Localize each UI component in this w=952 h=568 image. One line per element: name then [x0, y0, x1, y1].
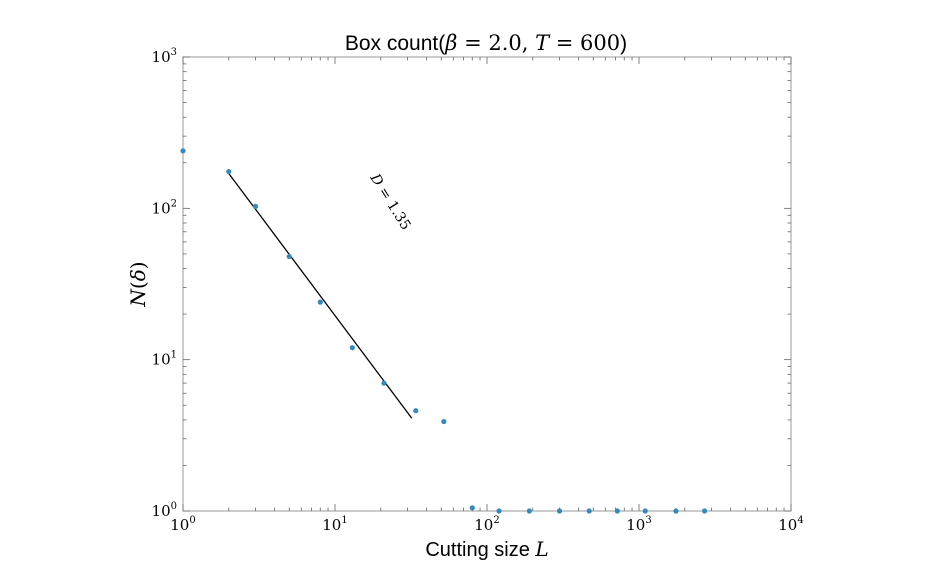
y-tick-label-base: 10 [152, 199, 171, 217]
data-point [349, 345, 355, 351]
y-tick-label-exponent: 1 [171, 350, 177, 361]
y-axis-label-delta: δ [126, 269, 150, 281]
y-tick-label-exponent: 2 [171, 198, 177, 209]
fit-line [228, 173, 413, 419]
data-point [526, 508, 532, 514]
x-axis-label-var: L [534, 537, 548, 561]
y-tick-label: 103 [152, 47, 177, 66]
data-point [673, 508, 679, 514]
data-point [381, 380, 387, 386]
y-tick-label-exponent: 0 [171, 501, 177, 512]
slope-annotation-value: = 1.35 [373, 181, 414, 233]
y-axis-label-close: ) [126, 261, 150, 269]
plot-frame [182, 56, 792, 512]
data-point [701, 508, 708, 514]
x-tick-label: 100 [170, 515, 195, 534]
data-point [496, 508, 502, 514]
x-tick-label-exponent: 4 [797, 515, 803, 526]
slope-annotation: D = 1.35 [366, 170, 414, 233]
y-axis-label: N(δ) [126, 261, 150, 307]
x-tick-label-base: 10 [170, 516, 189, 534]
chart-title-t: T [535, 31, 551, 55]
x-axis-label: Cutting size L [425, 537, 548, 561]
y-tick-label-base: 10 [152, 48, 171, 66]
x-tick-label-base: 10 [322, 516, 341, 534]
y-tick-label-base: 10 [152, 351, 171, 369]
chart-title-eq1: = 2.0, [457, 31, 535, 55]
axis-ticks [182, 56, 792, 512]
data-point [642, 508, 648, 514]
data-point [317, 299, 323, 305]
x-tick-label: 104 [778, 515, 803, 534]
x-tick-label: 102 [474, 515, 499, 534]
data-points [180, 148, 708, 514]
y-axis-label-open: ( [126, 281, 150, 289]
x-tick-label-exponent: 0 [189, 515, 195, 526]
x-axis-label-text: Cutting size [425, 539, 535, 561]
y-tick-label: 101 [152, 350, 177, 369]
chart-title-beta: β [444, 31, 457, 55]
data-point [180, 148, 186, 154]
data-point [226, 168, 232, 175]
y-tick-label-base: 10 [152, 502, 171, 520]
chart-title-prefix: Box count( [345, 32, 445, 55]
chart-title-eq2: = 600 [549, 31, 620, 55]
x-tick-label-base: 10 [626, 516, 645, 534]
x-tick-label-base: 10 [474, 516, 493, 534]
y-tick-label: 100 [152, 501, 177, 520]
x-tick-label-base: 10 [778, 516, 797, 534]
data-point [469, 505, 475, 511]
data-point [441, 418, 447, 425]
chart-title-suffix: ) [620, 32, 627, 55]
x-tick-label-exponent: 3 [645, 515, 651, 526]
data-point [614, 508, 620, 514]
y-axis-label-var: N [126, 288, 150, 308]
x-tick-label: 103 [626, 515, 651, 534]
x-tick-label-exponent: 2 [493, 515, 499, 526]
data-point [586, 508, 592, 514]
data-point [556, 508, 563, 514]
x-tick-label: 101 [322, 515, 347, 534]
data-point [413, 408, 419, 414]
y-tick-label-exponent: 3 [171, 47, 177, 58]
x-tick-label-exponent: 1 [341, 515, 347, 526]
chart-title: Box count(β = 2.0, T = 600) [345, 31, 627, 55]
data-point [252, 203, 259, 209]
y-tick-label: 102 [152, 198, 177, 217]
data-point [286, 253, 292, 260]
